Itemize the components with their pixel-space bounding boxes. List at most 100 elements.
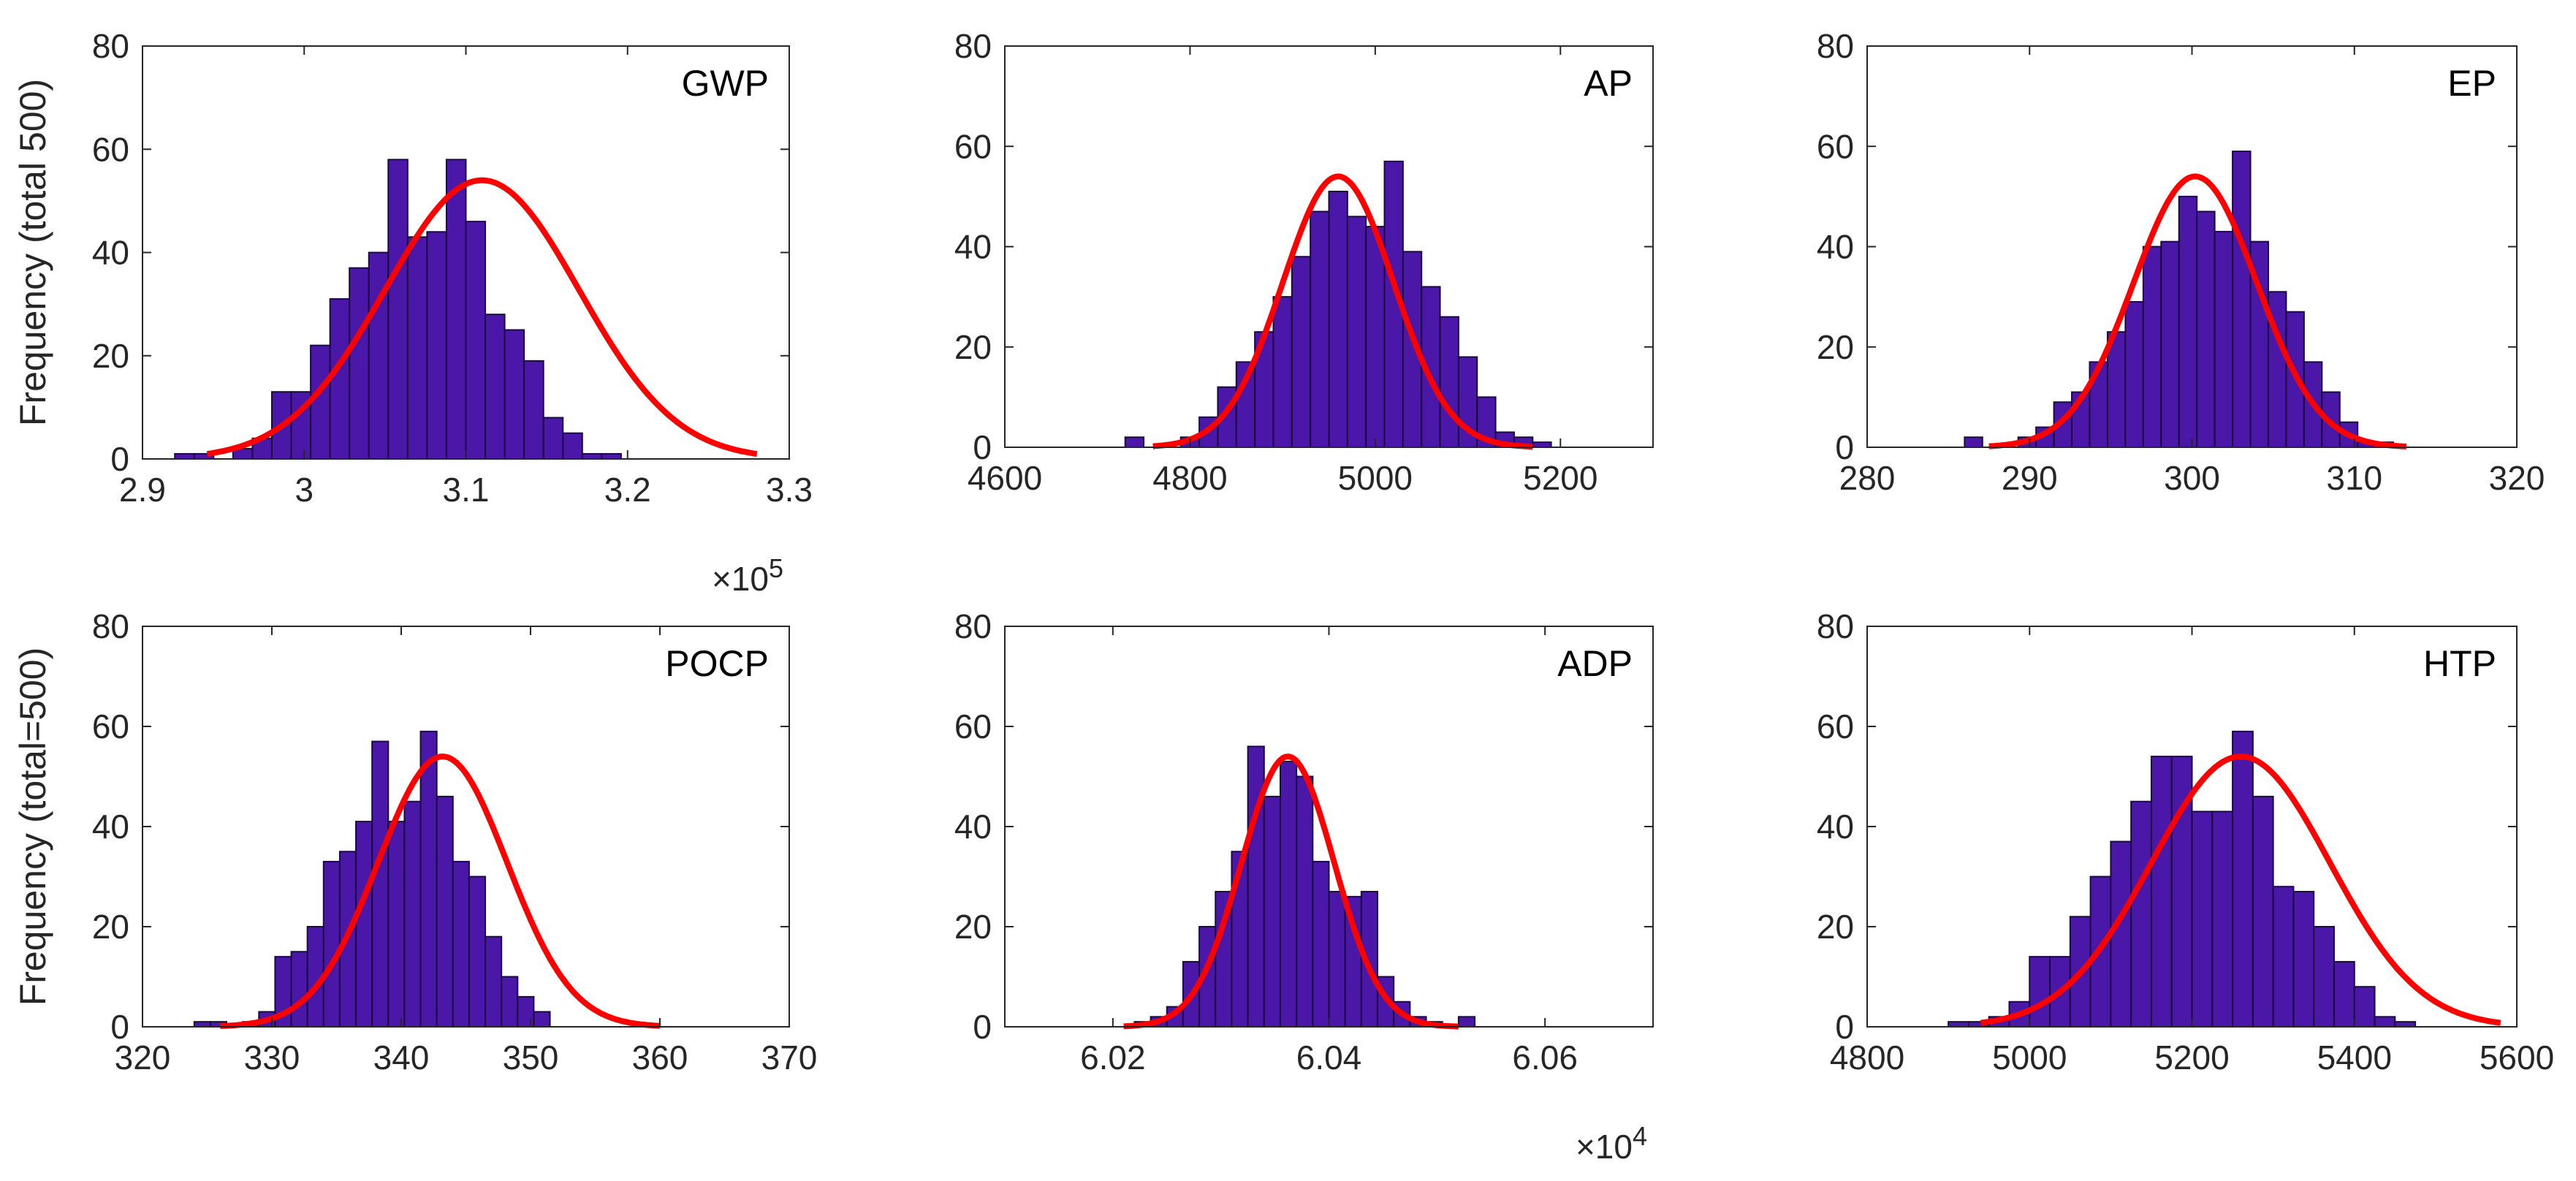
histogram-bar [2353, 986, 2376, 1028]
histogram-bar [322, 860, 341, 1028]
histogram-bar [1296, 775, 1314, 1028]
y-tick-label: 60 [1817, 707, 1854, 745]
y-tick-label: 80 [954, 27, 992, 65]
panel-title: HTP [2423, 643, 2496, 684]
histogram-bar [601, 452, 622, 460]
x-tick-label: 300 [2164, 459, 2220, 497]
histogram-bar [1328, 891, 1346, 1028]
histogram-bar [485, 935, 503, 1028]
y-tick-label: 60 [954, 127, 992, 165]
histogram-bar [329, 298, 351, 460]
y-tick-label: 20 [954, 908, 992, 946]
histogram-bar [1346, 216, 1367, 448]
normal-fit-curve [206, 177, 758, 457]
histogram-bar [2142, 246, 2162, 448]
histogram-bar [2150, 756, 2173, 1028]
y-tick-label: 40 [954, 808, 992, 846]
histogram-bar [406, 236, 428, 460]
x-tick-label: 2.9 [119, 471, 166, 509]
histogram-bar [2252, 795, 2274, 1028]
histogram-bar [1312, 860, 1330, 1028]
x-tick-label: 6.04 [1296, 1038, 1362, 1076]
histogram-bar [2394, 1021, 2417, 1028]
x-tick-label: 310 [2326, 459, 2382, 497]
histogram-bar [2232, 730, 2254, 1028]
histogram-bar [465, 221, 487, 460]
x-tick-label: 370 [761, 1038, 818, 1076]
histogram-bar [1272, 296, 1293, 448]
histogram-bar [485, 314, 506, 460]
y-tick-label: 60 [954, 707, 992, 745]
x-tick-label: 5600 [2480, 1038, 2554, 1076]
histogram-bar [1365, 226, 1386, 448]
histogram-bar [2313, 926, 2335, 1028]
y-tick-label: 20 [92, 337, 129, 375]
histogram-bar [1439, 316, 1459, 449]
x-tick-label: 5000 [1338, 459, 1413, 497]
histogram-bar [1457, 1016, 1476, 1028]
histogram-bar [436, 795, 454, 1028]
histogram-bar [2130, 800, 2152, 1028]
x-exponent-label: ×105 [712, 553, 783, 598]
x-tick-label: 3.1 [443, 471, 490, 509]
histogram-bar [419, 730, 438, 1028]
histogram-bar [2110, 840, 2132, 1028]
y-tick-label: 40 [92, 234, 129, 272]
histogram-bar [2374, 1016, 2396, 1028]
panel-title: POCP [665, 643, 769, 684]
histogram-bar [349, 267, 370, 460]
y-tick-label: 0 [1835, 428, 1854, 466]
histogram-bar [523, 360, 544, 460]
normal-fit-curve [1980, 753, 2501, 1026]
x-tick-label: 3.2 [604, 471, 651, 509]
y-tick-label: 40 [1817, 228, 1854, 266]
y-tick-label: 0 [110, 1008, 129, 1046]
x-exponent-label: ×104 [1576, 1121, 1647, 1166]
normal-fit-curve [219, 753, 661, 1029]
y-tick-label: 40 [954, 228, 992, 266]
x-tick-label: 5200 [2154, 1038, 2229, 1076]
y-tick-label: 20 [1817, 328, 1854, 366]
x-tick-label: 3 [295, 471, 314, 509]
y-axis-label: Frequency (total=500) [12, 648, 53, 1006]
histogram-bar [1328, 191, 1348, 448]
histogram-bar [387, 821, 406, 1028]
subplot-ap: 4600 4800 5000 5200 0 20 40 60 80 AP [954, 27, 1654, 497]
subplot-adp: 6.02 6.04 6.06 0 20 40 60 80 ADP ×104 [954, 607, 1654, 1166]
histogram-bar [504, 329, 525, 460]
histogram-bar [2124, 300, 2144, 448]
x-tick-label: 360 [632, 1038, 688, 1076]
normal-fit-curve [1152, 173, 1533, 450]
subplot-htp: 4800 5000 5200 5400 5600 0 20 40 60 80 HTP [1817, 607, 2554, 1076]
x-tick-label: 290 [2002, 459, 2058, 497]
histogram-bar [517, 995, 535, 1028]
y-tick-label: 20 [92, 908, 129, 946]
subplot-ep: 280 290 300 310 320 0 20 40 60 80 EP [1817, 27, 2545, 497]
x-tick-label: 5400 [2317, 1038, 2392, 1076]
x-tick-label: 6.06 [1512, 1038, 1578, 1076]
histogram-bar [371, 740, 390, 1028]
histogram-bar [174, 452, 195, 460]
y-tick-label: 0 [110, 440, 129, 478]
histogram-bar [2333, 960, 2355, 1028]
histogram-bar [1532, 441, 1552, 449]
histogram-bar [2232, 151, 2252, 449]
x-tick-label: 320 [115, 1038, 171, 1076]
y-tick-label: 80 [1817, 27, 1854, 65]
histogram-bar [1948, 1021, 1969, 1028]
histogram-bar [2292, 891, 2315, 1028]
histogram-bar [290, 951, 308, 1028]
histogram-bar [542, 417, 564, 460]
panel-title: GWP [682, 63, 769, 104]
y-tick-label: 60 [92, 130, 129, 168]
histogram-bar [1291, 256, 1312, 448]
histogram-bar [368, 251, 390, 460]
y-tick-label: 40 [92, 808, 129, 846]
histogram-bar [355, 821, 373, 1028]
x-tick-label: 340 [373, 1038, 430, 1076]
y-tick-label: 60 [92, 707, 129, 745]
x-tick-label: 3.3 [766, 471, 813, 509]
x-tick-label: 350 [503, 1038, 559, 1076]
histogram-bar [452, 860, 470, 1028]
